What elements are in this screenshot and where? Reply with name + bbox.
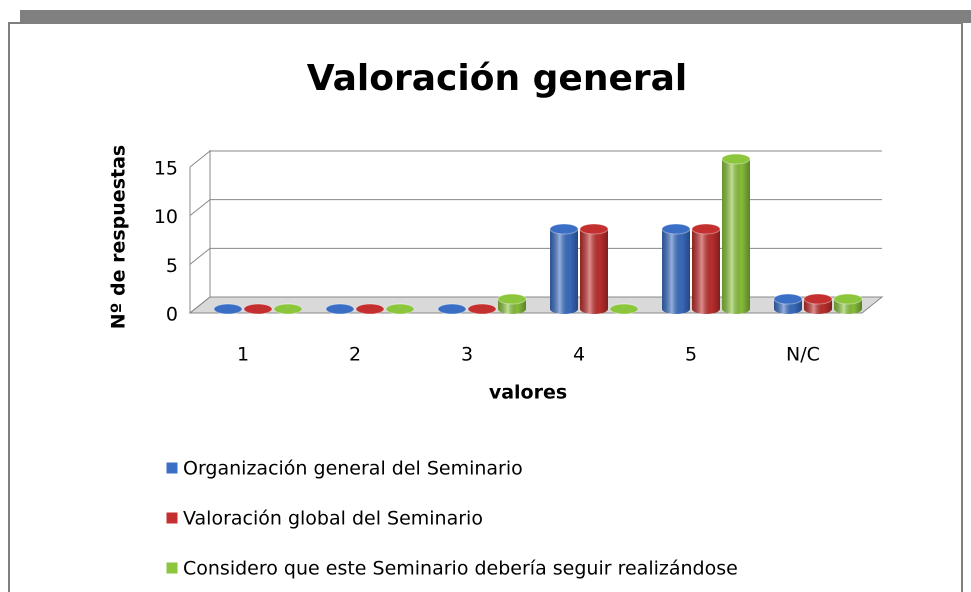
- bar-cap: [609, 303, 639, 315]
- y-tick-label: 5: [166, 255, 178, 277]
- bar: [661, 223, 691, 314]
- bar-cap: [213, 303, 243, 315]
- bar: [549, 223, 579, 314]
- bar-cap: [273, 303, 303, 315]
- bar: [273, 303, 303, 315]
- grid-line-side: [189, 199, 211, 217]
- legend-swatch: [165, 461, 179, 475]
- legend-label: Valoración global del Seminario: [183, 508, 483, 530]
- bar-cap: [385, 303, 415, 315]
- x-tick-label: 4: [573, 344, 585, 366]
- x-tick-label: 5: [685, 344, 697, 366]
- legend-swatch: [165, 561, 179, 575]
- bar-cap: [467, 303, 497, 315]
- y-tick-label: 15: [154, 158, 178, 180]
- bar-cap: [355, 303, 385, 315]
- bar: [691, 223, 721, 314]
- bar-shine: [550, 229, 578, 314]
- bar-cap: [243, 303, 273, 315]
- bar-cap: [661, 223, 691, 235]
- bar: [721, 153, 751, 314]
- bar: [325, 303, 355, 315]
- top-bar: [20, 10, 971, 23]
- x-axis-label: valores: [489, 382, 567, 404]
- grid-line-side: [189, 150, 211, 168]
- bar-cap: [691, 223, 721, 235]
- legend-label: Considero que este Seminario debería seg…: [183, 558, 738, 580]
- bar: [803, 293, 833, 314]
- bar: [213, 303, 243, 315]
- bar-cap: [803, 293, 833, 305]
- chart-title: Valoración general: [307, 58, 688, 99]
- x-tick-label: 2: [349, 344, 361, 366]
- bar: [609, 303, 639, 315]
- bar-shine: [722, 159, 750, 314]
- bar-cap: [497, 293, 527, 305]
- grid-line-side: [189, 247, 211, 265]
- bar-cap: [437, 303, 467, 315]
- bar-shine: [662, 229, 690, 314]
- legend-swatch: [165, 511, 179, 525]
- bar: [243, 303, 273, 315]
- bar-cap: [325, 303, 355, 315]
- bar: [467, 303, 497, 315]
- bar: [579, 223, 609, 314]
- bar: [355, 303, 385, 315]
- bar-shine: [692, 229, 720, 314]
- bar: [497, 293, 527, 314]
- bar: [773, 293, 803, 314]
- bar-cap: [833, 293, 863, 305]
- bar: [833, 293, 863, 314]
- bar-shine: [580, 229, 608, 314]
- bar-cap: [721, 153, 751, 165]
- y-tick-label: 10: [154, 206, 178, 228]
- x-tick-label: 1: [237, 344, 249, 366]
- y-axis-label: Nº de respuestas: [108, 145, 130, 329]
- y-tick-label: 0: [166, 304, 178, 326]
- x-tick-label: N/C: [786, 344, 820, 366]
- bar-cap: [549, 223, 579, 235]
- bar-cap: [579, 223, 609, 235]
- grid-line-side: [189, 296, 211, 314]
- bar-cap: [773, 293, 803, 305]
- legend-label: Organización general del Seminario: [183, 458, 523, 480]
- bar: [437, 303, 467, 315]
- bar: [385, 303, 415, 315]
- x-tick-label: 3: [461, 344, 473, 366]
